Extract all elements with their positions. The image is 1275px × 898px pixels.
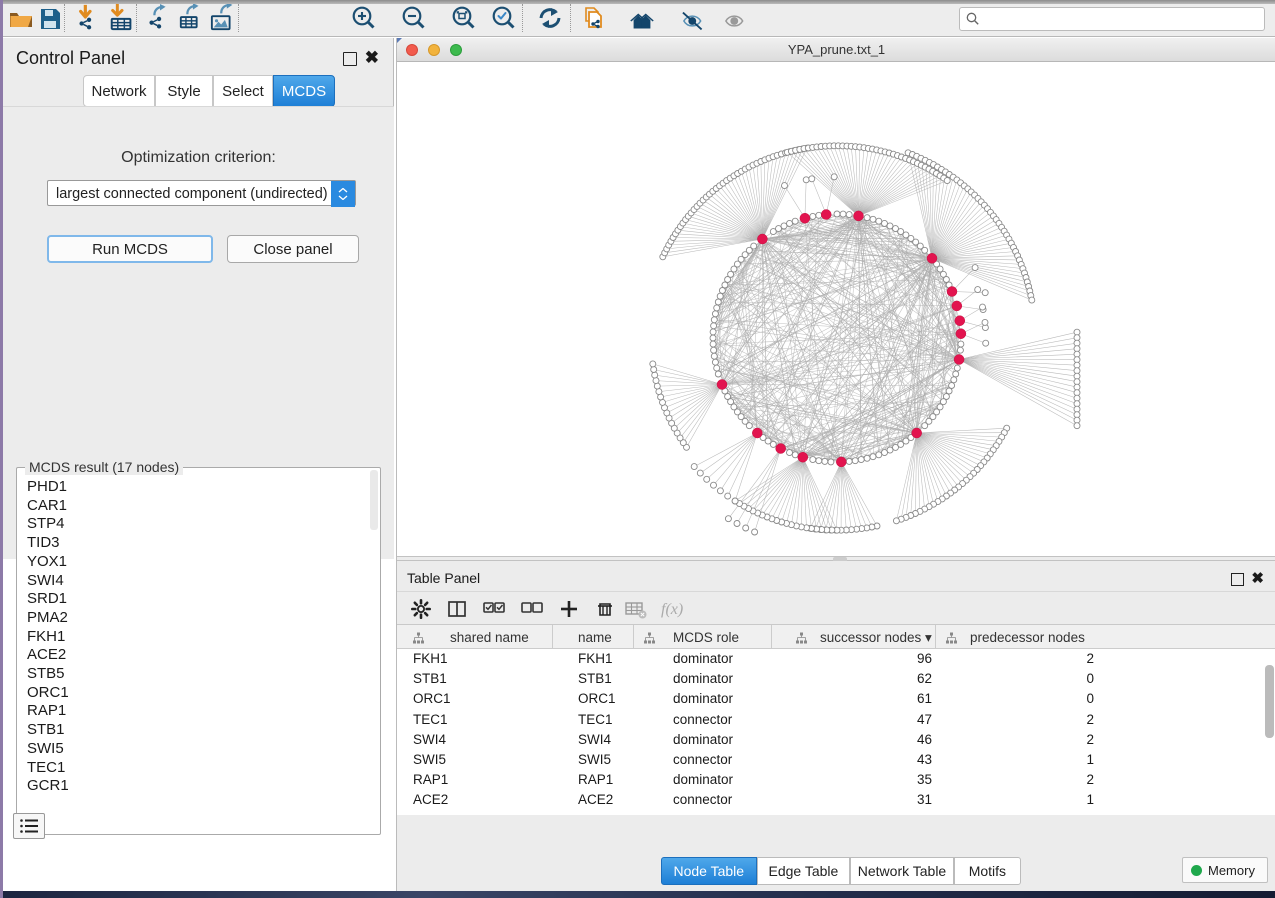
svg-text:f(x): f(x) — [661, 601, 683, 618]
